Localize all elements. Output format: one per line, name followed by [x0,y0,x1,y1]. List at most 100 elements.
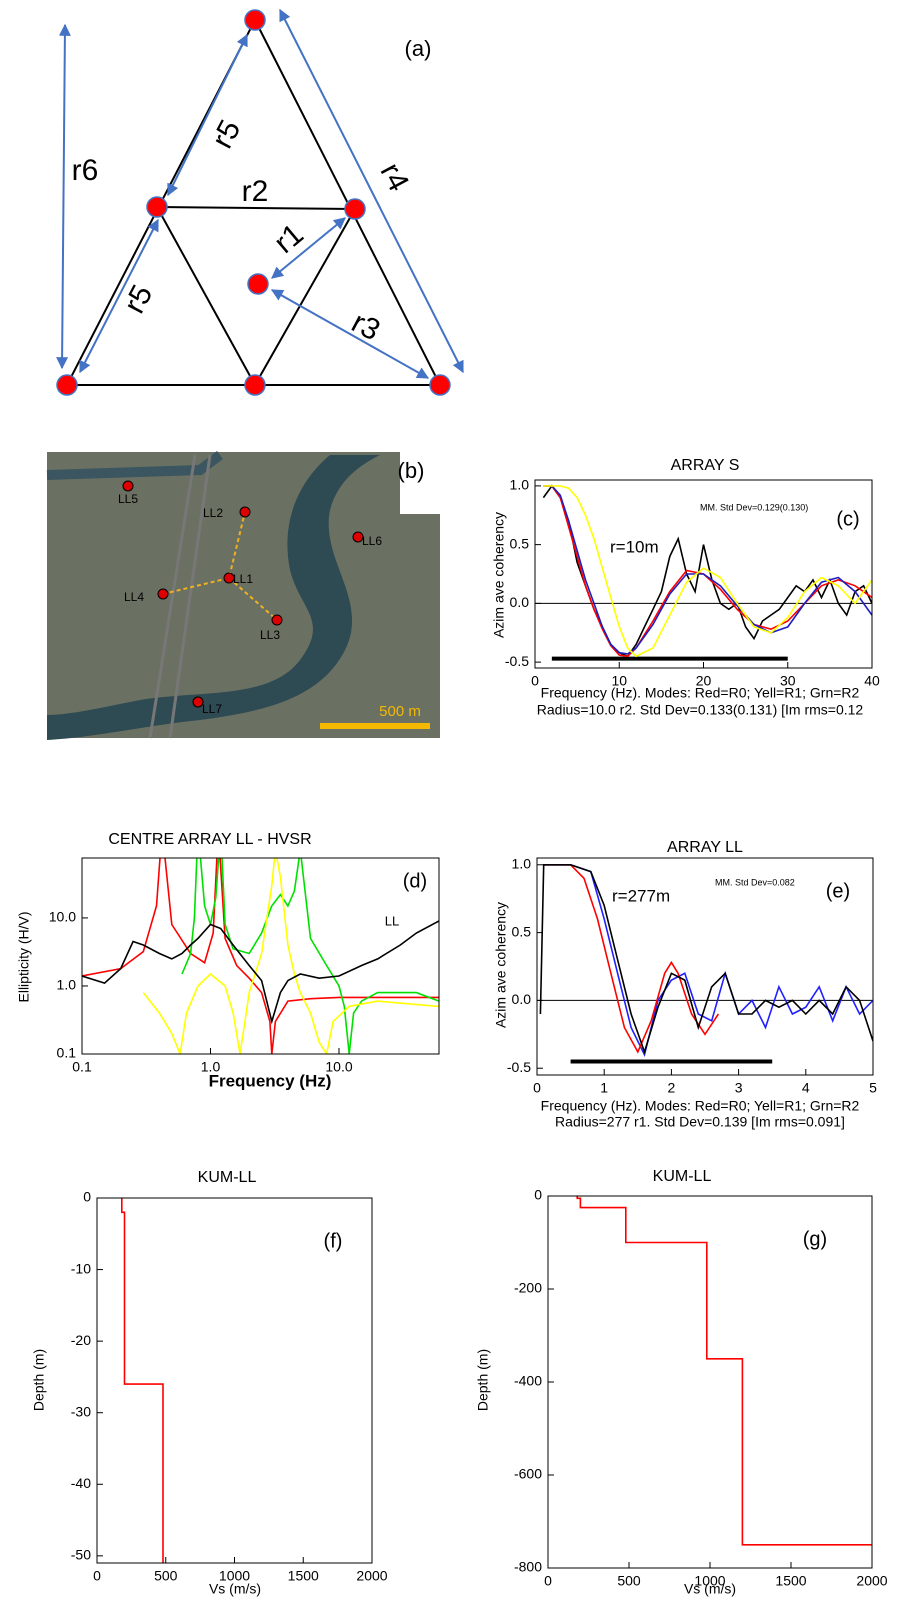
annotation: (g) [803,1228,827,1250]
edge-label: r6 [72,154,99,187]
y-tick-label: -0.5 [507,1059,531,1075]
y-tick-label: -800 [514,1559,542,1575]
chart-title: ARRAY LL [667,839,743,856]
station-label: LL3 [260,628,280,642]
y-tick-label: -600 [514,1466,542,1482]
y-axis-label: Azim ave coherency [493,902,509,1028]
series-line [577,1196,872,1545]
scale-bar [320,723,430,729]
y-axis-label: Ellipticity (H/V) [16,911,32,1002]
arrow [168,35,247,195]
y-axis-label: Depth (m) [31,1349,47,1411]
station-label: LL2 [203,506,223,520]
plot-frame [548,1196,872,1568]
x-tick-label: 1000 [694,1573,725,1589]
scale-label: 500 m [379,703,421,720]
y-axis-label: Depth (m) [475,1349,491,1411]
y-tick-label: -50 [71,1547,91,1563]
node [248,274,268,294]
x-tick-label: 0 [93,1568,101,1584]
array-diagram: (a) r6 r5 r2 r4 r1 r5 r3 [57,10,463,395]
annotation: MM. Std Dev=0.082 [715,877,795,887]
panel-label: (a) [405,36,432,61]
annotation: r=277m [612,886,670,905]
chart: CENTRE ARRAY LL - HVSR Ellipticity (H/V) F… [16,829,439,1090]
edge-label: r4 [374,158,416,197]
y-tick-label: -10 [71,1260,91,1276]
x-tick-label: 5 [869,1080,877,1096]
y-tick-label: 0.5 [510,535,530,551]
node [245,10,265,30]
edge-label: r1 [268,218,310,260]
station-label: LL6 [362,534,382,548]
edge-label: r2 [242,175,269,208]
figure: (a) r6 r5 r2 r4 r1 r5 r3 (b) LL5 LL2 LL6… [0,0,922,1598]
chart-title: KUM-LL [653,1168,712,1185]
annotation: r=10m [610,537,659,556]
x-tick-label: 1500 [775,1573,806,1589]
y-tick-label: 0 [534,1187,542,1203]
footer-text: Radius=277 r1. Std Dev=0.139 [Im rms=0.0… [555,1114,845,1130]
y-tick-label: 0.0 [510,594,530,610]
chart-title: KUM-LL [198,1169,257,1186]
x-tick-label: 1000 [219,1568,250,1584]
x-tick-label: 1 [600,1080,608,1096]
station [158,589,168,599]
x-tick-label: 10.0 [325,1059,352,1075]
station [240,507,250,517]
y-tick-label: 1.0 [57,977,77,993]
y-tick-label: 1.0 [510,477,530,493]
series-line [122,1198,163,1563]
y-tick-label: -0.5 [505,653,529,669]
x-tick-label: 0 [544,1573,552,1589]
x-tick-label: 40 [864,673,880,689]
y-tick-label: 0.1 [57,1045,77,1061]
y-tick-label: 0.0 [512,991,532,1007]
chart: ARRAY SAzim ave coherencyFrequency (Hz).… [491,457,880,717]
y-tick-label: 0 [83,1189,91,1205]
chart-title: ARRAY S [671,457,740,474]
edge-label: r3 [346,306,385,348]
footer-text: Radius=10.0 r2. Std Dev=0.133(0.131) [Im… [537,702,864,718]
x-tick-label: 30 [780,673,796,689]
panel-label: (b) [398,458,425,483]
station-label: LL1 [233,572,253,586]
annotation: (e) [826,880,850,902]
node [345,199,365,219]
x-tick-label: 0 [531,673,539,689]
node [57,375,77,395]
y-tick-label: -30 [71,1403,91,1419]
y-tick-label: -200 [514,1280,542,1296]
node [430,375,450,395]
station [123,481,133,491]
chart-title: CENTRE ARRAY LL - HVSR [108,831,311,848]
x-tick-label: 1.0 [201,1059,221,1075]
node [147,197,167,217]
chart: ARRAY LL Azim ave coherency Frequency (Hz)… [493,839,877,1129]
x-tick-label: 500 [617,1573,641,1589]
y-axis-label: Azim ave coherency [491,512,507,638]
annotation: MM. Std Dev=0.129(0.130) [700,502,808,512]
x-axis-label: Frequency (Hz) [209,1071,332,1090]
edge-label: r5 [206,115,248,154]
x-tick-label: 20 [696,673,712,689]
chart: KUM-LLDepth (m)Vs (m/s)(g)05001000150020… [475,1168,888,1596]
x-tick-label: 2000 [356,1568,387,1584]
plot-frame [97,1198,372,1563]
station-label: LL5 [118,492,138,506]
x-tick-label: 3 [735,1080,743,1096]
x-tick-label: 2000 [856,1573,887,1589]
series-line [540,865,873,1052]
x-tick-label: 2 [668,1080,676,1096]
y-tick-label: -20 [71,1332,91,1348]
x-tick-label: 0 [533,1080,541,1096]
satellite-map: (b) LL5 LL2 LL6 LL1 LL4 LL3 LL7 500 m [47,452,440,740]
footer-text: Frequency (Hz). Modes: Red=R0; Yell=R1; … [541,1098,860,1114]
station-label: LL7 [202,702,222,716]
node [245,375,265,395]
x-tick-label: 500 [154,1568,178,1584]
x-tick-label: 0.1 [72,1059,92,1075]
y-tick-label: -400 [514,1373,542,1389]
annotation: (d) [403,870,427,892]
